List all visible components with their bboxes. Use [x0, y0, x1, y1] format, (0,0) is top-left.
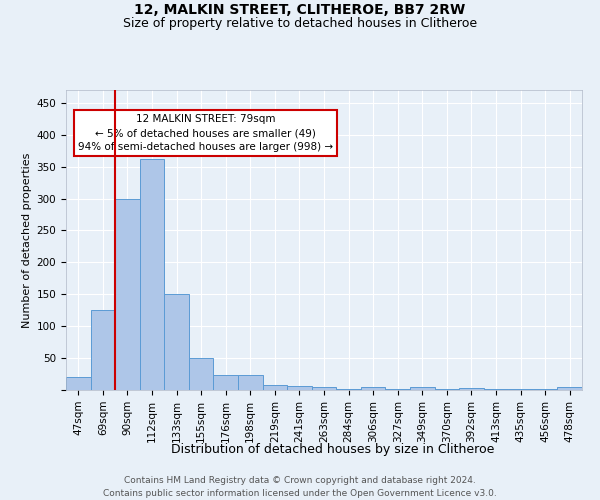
Text: 12 MALKIN STREET: 79sqm
← 5% of detached houses are smaller (49)
94% of semi-det: 12 MALKIN STREET: 79sqm ← 5% of detached…: [78, 114, 333, 152]
Bar: [140, 159, 164, 390]
Bar: [410, 388, 434, 390]
Bar: [361, 387, 385, 390]
Bar: [459, 388, 484, 390]
Text: Size of property relative to detached houses in Clitheroe: Size of property relative to detached ho…: [123, 18, 477, 30]
Bar: [238, 376, 263, 390]
Text: Distribution of detached houses by size in Clitheroe: Distribution of detached houses by size …: [172, 442, 494, 456]
Bar: [287, 386, 312, 390]
Bar: [115, 198, 140, 390]
Y-axis label: Number of detached properties: Number of detached properties: [22, 152, 32, 328]
Bar: [263, 385, 287, 390]
Bar: [189, 358, 214, 390]
Text: 12, MALKIN STREET, CLITHEROE, BB7 2RW: 12, MALKIN STREET, CLITHEROE, BB7 2RW: [134, 2, 466, 16]
Bar: [66, 377, 91, 390]
Bar: [214, 376, 238, 390]
Bar: [164, 294, 189, 390]
Bar: [312, 387, 336, 390]
Bar: [557, 388, 582, 390]
Bar: [91, 310, 115, 390]
Text: Contains HM Land Registry data © Crown copyright and database right 2024.
Contai: Contains HM Land Registry data © Crown c…: [103, 476, 497, 498]
